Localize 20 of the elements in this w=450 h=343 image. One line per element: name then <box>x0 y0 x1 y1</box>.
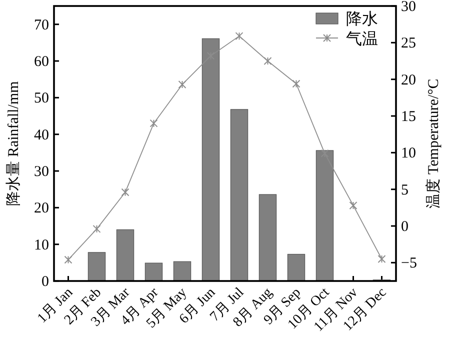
y-tick-label: 40 <box>34 127 49 144</box>
y2-axis-title: 温度 Temperature/°C <box>425 78 442 208</box>
y2-tick-label: 20 <box>401 72 416 88</box>
y2-tick-label: −5 <box>401 256 417 272</box>
y-tick-label: 60 <box>34 54 49 70</box>
y2-tick-label: 30 <box>401 0 416 15</box>
y-axis-title: 降水量 Rainfall/mm <box>5 80 22 206</box>
y2-tick-label: 15 <box>401 109 416 125</box>
legend-label: 降水 <box>346 10 378 28</box>
y2-tick-label: 0 <box>401 219 408 235</box>
y2-tick-label: 25 <box>401 36 416 52</box>
y-tick-label: 50 <box>34 90 49 107</box>
y2-tick-label: 5 <box>401 182 408 198</box>
y2-tick-label: 10 <box>401 146 416 162</box>
y-tick-label: 70 <box>34 17 49 34</box>
y-tick-label: 20 <box>34 200 49 217</box>
y-tick-label: 0 <box>42 274 49 290</box>
y-tick-label: 10 <box>34 237 49 254</box>
y-tick-label: 30 <box>34 164 49 180</box>
legend-label: 气温 <box>346 31 378 48</box>
